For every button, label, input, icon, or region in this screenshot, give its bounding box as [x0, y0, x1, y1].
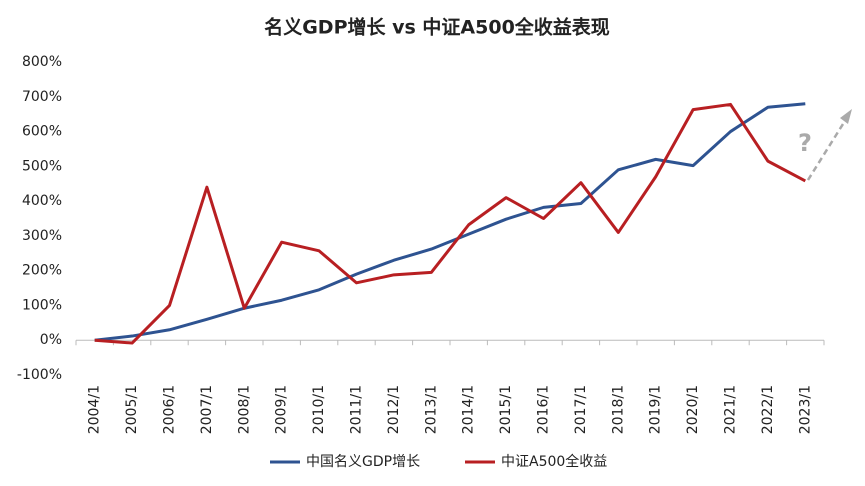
x-tick-label: 2016/1: [536, 385, 552, 434]
x-tick-label: 2007/1: [199, 385, 215, 434]
x-tick-label: 2010/1: [311, 385, 327, 434]
x-tick-label: 2009/1: [274, 385, 290, 434]
y-tick-label: 600%: [22, 124, 62, 140]
y-tick-label: -100%: [17, 367, 62, 383]
y-tick-label: 0%: [40, 332, 62, 348]
x-tick-label: 2020/1: [685, 385, 701, 434]
legend-label: 中国名义GDP增长: [306, 454, 420, 470]
x-tick-label: 2023/1: [797, 385, 813, 434]
y-tick-label: 300%: [22, 228, 62, 244]
series-line: [94, 102, 806, 342]
legend-label: 中证A500全收益: [501, 453, 607, 470]
y-tick-label: 800%: [22, 54, 62, 70]
x-tick-label: 2012/1: [386, 385, 402, 434]
x-tick-label: 2011/1: [349, 385, 365, 434]
x-tick-label: 2005/1: [124, 385, 140, 434]
annotation: ?: [798, 129, 812, 157]
x-tick-label: 2019/1: [648, 385, 664, 434]
arrow-head: [840, 109, 852, 124]
chart-title: 名义GDP增长 vs 中证A500全收益表现: [264, 16, 610, 39]
x-tick-label: 2021/1: [723, 385, 739, 434]
x-tick-label: 2004/1: [87, 385, 103, 434]
y-tick-label: 200%: [22, 263, 62, 279]
y-tick-label: 100%: [22, 297, 62, 313]
arrow-line: [806, 115, 850, 181]
x-tick-label: 2013/1: [423, 385, 439, 434]
x-tick-label: 2015/1: [498, 385, 514, 434]
x-tick-label: 2008/1: [236, 385, 252, 434]
x-tick-label: 2017/1: [573, 385, 589, 434]
y-tick-label: 400%: [22, 193, 62, 209]
series-line: [94, 102, 807, 345]
x-tick-label: 2018/1: [610, 385, 626, 434]
x-tick-label: 2022/1: [760, 385, 776, 434]
x-tick-label: 2014/1: [461, 385, 477, 434]
y-tick-label: 500%: [22, 158, 62, 174]
y-tick-label: 700%: [22, 89, 62, 105]
x-tick-label: 2006/1: [162, 385, 178, 434]
